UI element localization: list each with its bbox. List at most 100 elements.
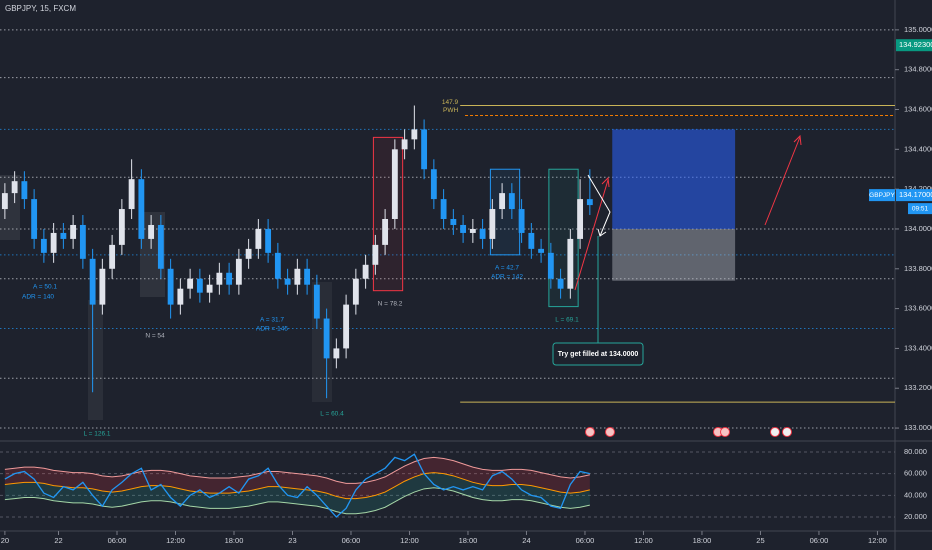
candle-body [196,278,203,293]
candle-body [294,268,301,285]
x-tick-label: 24 [522,536,530,545]
stop-zone [612,228,736,281]
candle-body [391,149,398,220]
candle-body [362,264,369,279]
event-icon [782,427,792,437]
arrow-head [793,134,802,146]
candle-body [40,238,47,253]
shade [88,300,103,420]
candle-body [313,284,320,319]
chart-title: GBPJPY, 15, FXCM [5,4,76,13]
candle-body [216,272,223,285]
y-tick-label: 134.20000 [904,184,932,193]
candle-body [226,272,233,285]
candle-body [479,228,486,239]
x-tick-label: 06:00 [810,536,829,545]
event-icon [605,427,615,437]
candle-body [109,244,116,269]
y-tick-label: 133.60000 [904,304,932,313]
candle-body [304,268,311,285]
candle-body [567,238,574,289]
x-tick-label: 20 [1,536,9,545]
indicator-tick-label: 40.000 [904,490,927,499]
reference-text: 147.9 [442,99,459,106]
price-label-box [896,189,932,202]
candle-body [206,284,213,293]
x-tick-label: 25 [756,536,764,545]
candle-body [382,219,389,245]
candle-body [333,348,340,359]
y-tick-label: 134.80000 [904,65,932,74]
event-icon [585,427,595,437]
candle-body [430,169,437,200]
arrow-head [597,228,607,237]
candle-body [138,179,145,239]
candle-body [586,199,593,206]
y-tick-label: 133.20000 [904,383,932,392]
candle-body [255,228,262,249]
y-tick-label: 134.40000 [904,144,932,153]
annotation: L = 69.1 [555,317,579,324]
indicator-line [4,472,590,500]
candle-body [177,288,184,305]
reference-text: PWH [443,107,458,114]
candle-body [489,209,496,239]
candle-body [265,228,272,253]
candle-body [528,232,535,249]
x-tick-label: 23 [288,536,296,545]
annotation: A = 42.7 [495,265,519,272]
candle-body [235,258,242,285]
x-tick-label: 06:00 [576,536,595,545]
x-tick-label: 12:00 [166,536,185,545]
candle-body [450,219,457,225]
candle-body [557,278,564,289]
event-icons [585,427,792,437]
candle-body [21,181,28,200]
event-icon [720,427,730,437]
candle-body [245,248,252,259]
callout-text: Try get filled at 134.0000 [558,351,639,358]
candle-body [421,129,428,170]
candle-body [284,278,291,285]
annotation: A = 50.1 [33,284,57,291]
x-tick-label: 12:00 [400,536,419,545]
candle-body [79,224,86,259]
candle-body [352,278,359,305]
candle-body [128,179,135,210]
candle-body [89,258,96,305]
candle-body [157,224,164,269]
candle-body [60,232,67,239]
candle-body [70,224,77,239]
candle-body [99,268,106,305]
countdown: 09:51 [912,205,929,212]
candle-body [547,252,554,279]
indicator-line [4,453,590,518]
x-tick-label: 18:00 [693,536,712,545]
candle-body [401,139,408,150]
symbol-tag [869,189,895,202]
y-tick-label: 135.00000 [904,25,932,34]
candle-body [50,232,57,253]
price-label-box [896,39,932,52]
x-tick-label: 12:00 [634,536,653,545]
x-tick-label: 22 [54,536,62,545]
candle-body [372,244,379,265]
arrow [764,136,801,226]
candle-body [577,199,584,239]
x-tick-label: 12:00 [868,536,887,545]
candle-body [1,193,8,210]
candle-body [323,318,330,359]
candle-body [508,193,515,210]
symbol-label: GBPJPY [869,192,895,199]
candle-body [499,193,506,210]
range-box [372,136,404,292]
candle-body [167,268,174,305]
annotation: N = 54 [145,333,165,340]
y-tick-label: 134.00000 [904,224,932,233]
annotation: ADR = 140 [22,294,54,301]
band-fill-upper [4,457,590,499]
y-tick-label: 133.00000 [904,423,932,432]
x-tick-label: 06:00 [342,536,361,545]
annotation: ADR = 142 [491,274,523,281]
